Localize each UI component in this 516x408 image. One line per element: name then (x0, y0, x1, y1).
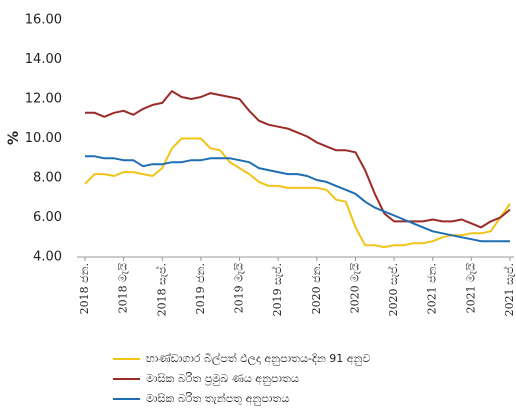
y-tick-label: 4.00 (33, 250, 62, 265)
y-tick-label: 6.00 (33, 210, 62, 225)
y-tick-label: 10.00 (25, 131, 62, 146)
y-tick-label: 8.00 (33, 171, 62, 186)
x-tick-label: 2021 ජන. (426, 263, 439, 314)
y-axis-label: % (6, 131, 22, 145)
legend-label: භාණ්ඩාගාර බිල්පත් ඵලදා අනුපාතය-දින 91 අන… (146, 351, 370, 366)
series-line (85, 155, 510, 243)
x-tick-label: 2020 මැයි (348, 263, 361, 314)
x-tick-label: 2019 මැයි (233, 263, 246, 314)
x-tick-label: 2019 සැප්. (270, 263, 284, 316)
series-line (85, 90, 511, 229)
legend-label: මාසික බරිත ප්‍රමුඛ ණය අනුපාතය (146, 372, 299, 386)
x-tick-label: 2020 ජන. (310, 263, 323, 314)
y-tick-label: 14.00 (25, 52, 62, 67)
y-tick-label: 12.00 (25, 92, 62, 107)
x-tick-label: 2020 සැප්. (386, 263, 400, 316)
x-tick-label: 2021 සැප්. (502, 263, 516, 316)
x-tick-label: 2018 මැයි (117, 263, 130, 314)
x-tick-label: 2019 ජන. (194, 263, 207, 314)
x-tick-label: 2018 ජන. (78, 263, 91, 314)
x-tick-label: 2018 සැප්. (154, 263, 168, 316)
legend-label: මාසික බරිත තැන්පතු අනුපාතය (146, 391, 289, 406)
series-line (84, 137, 511, 249)
y-tick-label: 16.00 (25, 13, 62, 28)
x-tick-label: 2021 මැයි (464, 263, 477, 314)
